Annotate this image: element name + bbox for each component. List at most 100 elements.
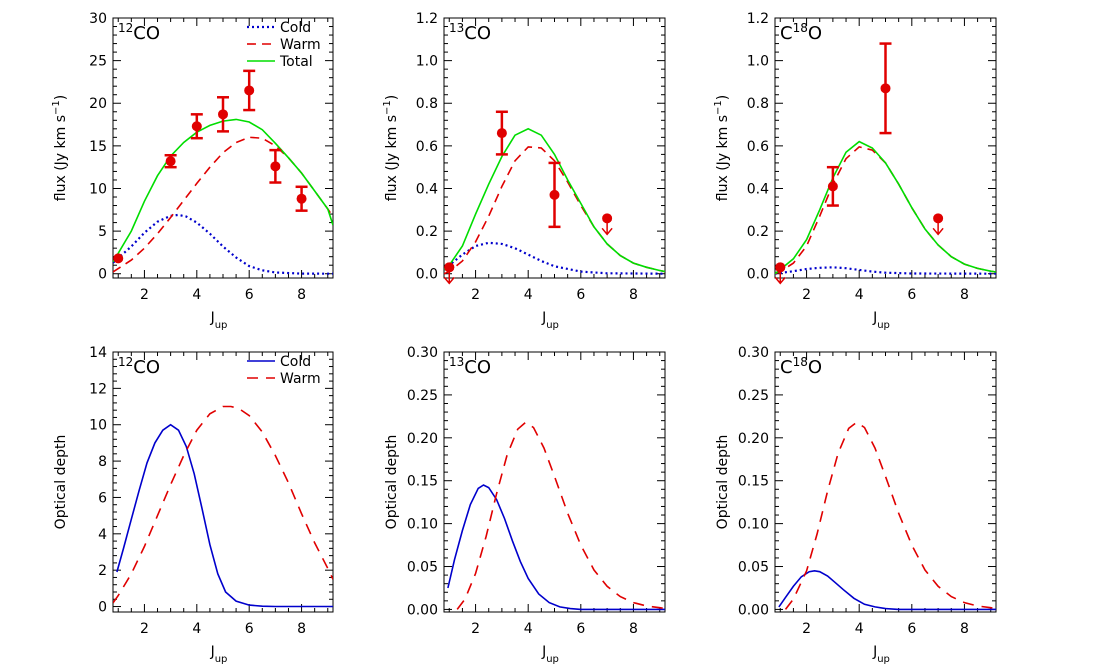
panel-label: C18O — [780, 355, 822, 378]
y-axis-label: Optical depth — [715, 435, 731, 530]
x-tick-label: 4 — [855, 287, 864, 303]
x-tick-label: 2 — [471, 621, 480, 637]
y-tick-label: 6 — [98, 490, 107, 506]
upper-limit-arrowhead — [774, 276, 786, 285]
x-tick-label: 8 — [297, 621, 306, 637]
x-tick-label: 8 — [297, 287, 306, 303]
legend-label-cold: Cold — [280, 354, 311, 370]
y-axis-label: flux (Jy km s−1) — [382, 95, 400, 201]
x-tick-label: 4 — [192, 287, 201, 303]
y-tick-label: 0.00 — [407, 602, 438, 618]
upper-limit-arrowhead — [443, 276, 455, 285]
y-tick-label: 0.8 — [416, 96, 438, 112]
y-tick-label: 4 — [98, 527, 107, 543]
series-line-warm — [113, 136, 333, 273]
x-axis-label: Jup — [541, 310, 559, 331]
series-group — [113, 405, 333, 608]
legend-label-warm: Warm — [280, 37, 321, 53]
data-point — [165, 156, 176, 167]
series-line-total — [444, 127, 665, 273]
data-point — [270, 161, 281, 172]
y-tick-label: 0.0 — [747, 267, 769, 283]
y-tick-label: 1.2 — [416, 11, 438, 27]
y-tick-label: 0.2 — [416, 224, 438, 240]
x-axis-label: Jup — [872, 644, 890, 665]
x-axis-label: Jup — [210, 644, 228, 665]
data-point — [296, 193, 307, 204]
y-tick-label: 0.25 — [407, 388, 438, 404]
series-line-total — [775, 140, 996, 275]
y-tick-label: 0 — [98, 600, 107, 616]
y-tick-label: 0.0 — [416, 267, 438, 283]
legend-label-warm: Warm — [280, 371, 321, 387]
data-point — [191, 121, 202, 132]
series-line-warm — [456, 421, 665, 610]
y-tick-label: 0.15 — [738, 474, 769, 490]
series-line-cold — [775, 266, 996, 275]
x-tick-label: 4 — [524, 621, 533, 637]
x-tick-label: 6 — [907, 621, 916, 637]
y-axis-label: flux (Jy km s−1) — [713, 95, 731, 201]
y-tick-label: 10 — [89, 418, 107, 434]
x-tick-label: 4 — [192, 621, 201, 637]
y-tick-label: 10 — [89, 181, 107, 197]
data-point — [244, 85, 255, 96]
x-tick-label: 4 — [524, 287, 533, 303]
series-line-cold — [116, 423, 333, 608]
y-tick-label: 0.10 — [738, 517, 769, 533]
x-tick-label: 2 — [140, 287, 149, 303]
series-line-cold — [778, 569, 996, 611]
x-tick-label: 8 — [629, 621, 638, 637]
y-tick-label: 0.20 — [738, 431, 769, 447]
x-tick-label: 6 — [245, 287, 254, 303]
y-tick-label: 0.05 — [407, 560, 438, 576]
series-line-warm — [784, 421, 996, 610]
data-point — [880, 83, 891, 94]
x-tick-label: 6 — [576, 621, 585, 637]
y-tick-label: 1.0 — [416, 54, 438, 70]
series-group — [775, 140, 996, 275]
x-tick-label: 2 — [802, 621, 811, 637]
series-line-warm — [775, 146, 996, 275]
y-tick-label: 8 — [98, 454, 107, 470]
plot-frame — [443, 351, 666, 613]
y-axis-label: Optical depth — [384, 435, 400, 530]
series-group — [444, 127, 665, 275]
y-tick-label: 0 — [98, 267, 107, 283]
panel-label: C18O — [780, 21, 822, 44]
panel-top-left: 2 4 6 8 0 5 10 15 20 25 30 Jup flux (Jy km s−1) 12CO C… — [51, 11, 334, 331]
y-tick-label: 2 — [98, 563, 107, 579]
panel-label: 12CO — [118, 21, 160, 44]
series-line-cold — [113, 213, 333, 275]
panel-label: 12CO — [118, 355, 160, 378]
y-tick-label: 0.20 — [407, 431, 438, 447]
y-axis-label: Optical depth — [53, 435, 69, 530]
x-tick-label: 8 — [629, 287, 638, 303]
y-tick-label: 0.6 — [747, 139, 769, 155]
panel-top-middle: 2 4 6 8 0.0 0.2 0.4 0.6 0.8 1.0 1.2 Jup flux (Jy km … — [382, 11, 666, 331]
series-line-cold — [444, 241, 665, 275]
y-tick-label: 20 — [89, 96, 107, 112]
series-line-total — [113, 118, 333, 263]
x-tick-label: 8 — [960, 287, 969, 303]
y-tick-label: 0.30 — [738, 345, 769, 361]
panel-label: 13CO — [449, 21, 491, 44]
x-tick-label: 6 — [907, 287, 916, 303]
data-point — [549, 189, 560, 200]
y-tick-label: 1.2 — [747, 11, 769, 27]
y-tick-label: 5 — [98, 224, 107, 240]
data-point — [218, 109, 228, 120]
x-tick-label: 6 — [576, 287, 585, 303]
y-tick-label: 15 — [89, 139, 107, 155]
y-tick-label: 25 — [89, 54, 107, 70]
x-tick-label: 2 — [802, 287, 811, 303]
x-tick-label: 2 — [140, 621, 149, 637]
y-tick-label: 30 — [89, 11, 107, 27]
x-axis-label: Jup — [541, 644, 559, 665]
x-tick-label: 4 — [855, 621, 864, 637]
x-tick-label: 2 — [471, 287, 480, 303]
x-axis-label: Jup — [872, 310, 890, 331]
y-tick-label: 0.8 — [747, 96, 769, 112]
x-tick-label: 6 — [245, 621, 254, 637]
y-tick-label: 0.05 — [738, 560, 769, 576]
